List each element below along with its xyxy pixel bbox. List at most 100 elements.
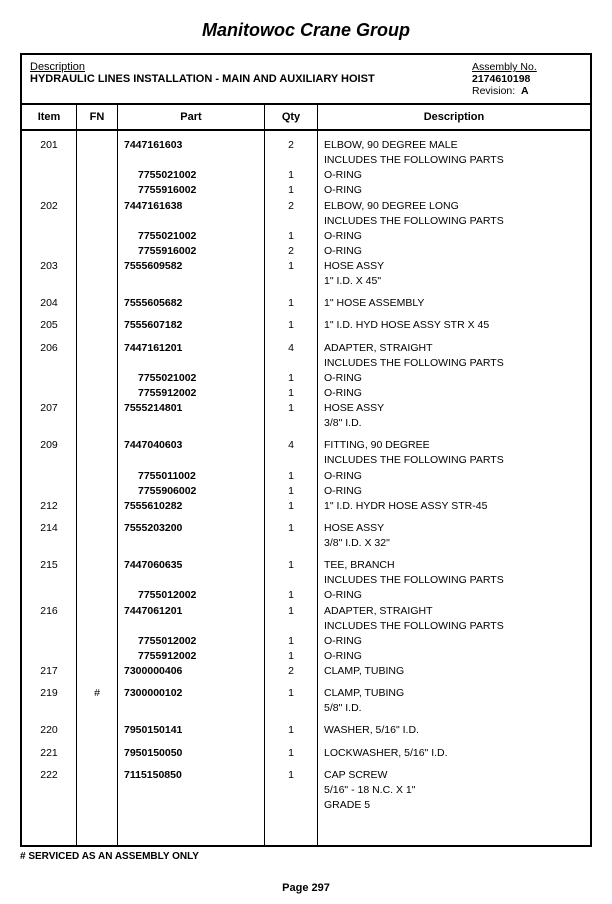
table-row: 77559120021O-RING: [22, 386, 590, 401]
table-row: 21773000004062CLAMP, TUBING: [22, 664, 590, 679]
cell-fn: [77, 341, 118, 356]
cell-qty: 1: [265, 401, 318, 416]
table-row: 21674470612011ADAPTER, STRAIGHT: [22, 604, 590, 619]
cell-part: [118, 356, 265, 371]
desc-label: Description: [30, 61, 472, 73]
table-row: INCLUDES THE FOLLOWING PARTS: [22, 619, 590, 634]
cell-qty: 1: [265, 318, 318, 333]
cell-item: 203: [22, 259, 77, 274]
cell-part: 7755906002: [118, 484, 265, 499]
cell-fn: [77, 183, 118, 198]
cell-desc: ADAPTER, STRAIGHT: [318, 604, 591, 619]
cell-item: 217: [22, 664, 77, 679]
cell-fn: [77, 484, 118, 499]
table-row: 219#73000001021CLAMP, TUBING: [22, 686, 590, 701]
cell-desc: CAP SCREW: [318, 768, 591, 783]
col-item: Item: [22, 105, 77, 130]
table-row: 22271151508501CAP SCREW: [22, 768, 590, 783]
table-row: 77550210021O-RING: [22, 371, 590, 386]
cell-qty: 1: [265, 296, 318, 311]
cell-item: [22, 168, 77, 183]
table-row: 212755561028211" I.D. HYDR HOSE ASSY STR…: [22, 499, 590, 514]
cell-fn: [77, 619, 118, 634]
assembly-value: 2174610198: [472, 73, 582, 85]
cell-qty: 2: [265, 138, 318, 153]
cell-item: [22, 634, 77, 649]
cell-part: 7300000406: [118, 664, 265, 679]
cell-fn: [77, 401, 118, 416]
cell-part: 7755912002: [118, 386, 265, 401]
cell-fn: [77, 416, 118, 431]
table-row: [22, 551, 590, 558]
parts-table: Item FN Part Qty Description 20174471616…: [22, 105, 590, 845]
cell-part: 7755021002: [118, 371, 265, 386]
cell-part: 7447161603: [118, 138, 265, 153]
cell-item: [22, 356, 77, 371]
cell-item: [22, 386, 77, 401]
cell-fn: [77, 138, 118, 153]
cell-qty: 1: [265, 229, 318, 244]
cell-qty: 1: [265, 634, 318, 649]
cell-qty: 1: [265, 521, 318, 536]
revision-value: A: [521, 85, 529, 97]
table-row: 77559160022O-RING: [22, 244, 590, 259]
cell-part: [118, 536, 265, 551]
cell-qty: 1: [265, 604, 318, 619]
table-row: INCLUDES THE FOLLOWING PARTS: [22, 453, 590, 468]
cell-item: [22, 484, 77, 499]
cell-fn: [77, 558, 118, 573]
cell-desc: INCLUDES THE FOLLOWING PARTS: [318, 453, 591, 468]
cell-desc: 1" I.D. HYD HOSE ASSY STR X 45: [318, 318, 591, 333]
table-row: 20974470406034FITTING, 90 DEGREE: [22, 438, 590, 453]
cell-part: 7555610282: [118, 499, 265, 514]
cell-part: 7447060635: [118, 558, 265, 573]
cell-item: [22, 229, 77, 244]
cell-qty: [265, 274, 318, 289]
cell-part: 7447161638: [118, 199, 265, 214]
cell-item: [22, 371, 77, 386]
cell-item: 222: [22, 768, 77, 783]
table-row: 77550110021O-RING: [22, 469, 590, 484]
cell-fn: [77, 214, 118, 229]
cell-fn: [77, 521, 118, 536]
cell-desc: INCLUDES THE FOLLOWING PARTS: [318, 153, 591, 168]
cell-qty: [265, 536, 318, 551]
cell-desc: ELBOW, 90 DEGREE LONG: [318, 199, 591, 214]
table-row: 20775552148011HOSE ASSY: [22, 401, 590, 416]
cell-fn: [77, 701, 118, 716]
cell-fn: [77, 296, 118, 311]
cell-desc: O-RING: [318, 649, 591, 664]
table-row: 77550120021O-RING: [22, 588, 590, 603]
cell-item: 206: [22, 341, 77, 356]
cell-part: 7755012002: [118, 588, 265, 603]
cell-desc: TEE, BRANCH: [318, 558, 591, 573]
footnote: # SERVICED AS AN ASSEMBLY ONLY: [20, 851, 592, 862]
revision-line: Revision: A: [472, 85, 582, 97]
cell-item: [22, 701, 77, 716]
cell-qty: [265, 619, 318, 634]
col-fn: FN: [77, 105, 118, 130]
cell-qty: 4: [265, 341, 318, 356]
cell-desc: 3/8" I.D. X 32": [318, 536, 591, 551]
cell-part: 7755912002: [118, 649, 265, 664]
cell-desc: 1" I.D. HYDR HOSE ASSY STR-45: [318, 499, 591, 514]
company-title: Manitowoc Crane Group: [20, 20, 592, 41]
cell-qty: 1: [265, 723, 318, 738]
cell-part: 7555609582: [118, 259, 265, 274]
cell-item: 207: [22, 401, 77, 416]
cell-qty: [265, 416, 318, 431]
cell-part: 7555605682: [118, 296, 265, 311]
cell-qty: [265, 214, 318, 229]
cell-desc: 1" HOSE ASSEMBLY: [318, 296, 591, 311]
cell-part: 7447161201: [118, 341, 265, 356]
header-block: Description HYDRAULIC LINES INSTALLATION…: [22, 55, 590, 105]
cell-qty: [265, 453, 318, 468]
cell-desc: O-RING: [318, 634, 591, 649]
cell-fn: [77, 604, 118, 619]
cell-part: 7755012002: [118, 634, 265, 649]
cell-part: [118, 573, 265, 588]
table-row: [22, 431, 590, 438]
assembly-label: Assembly No.: [472, 61, 582, 73]
cell-part: [118, 798, 265, 813]
cell-desc: O-RING: [318, 484, 591, 499]
